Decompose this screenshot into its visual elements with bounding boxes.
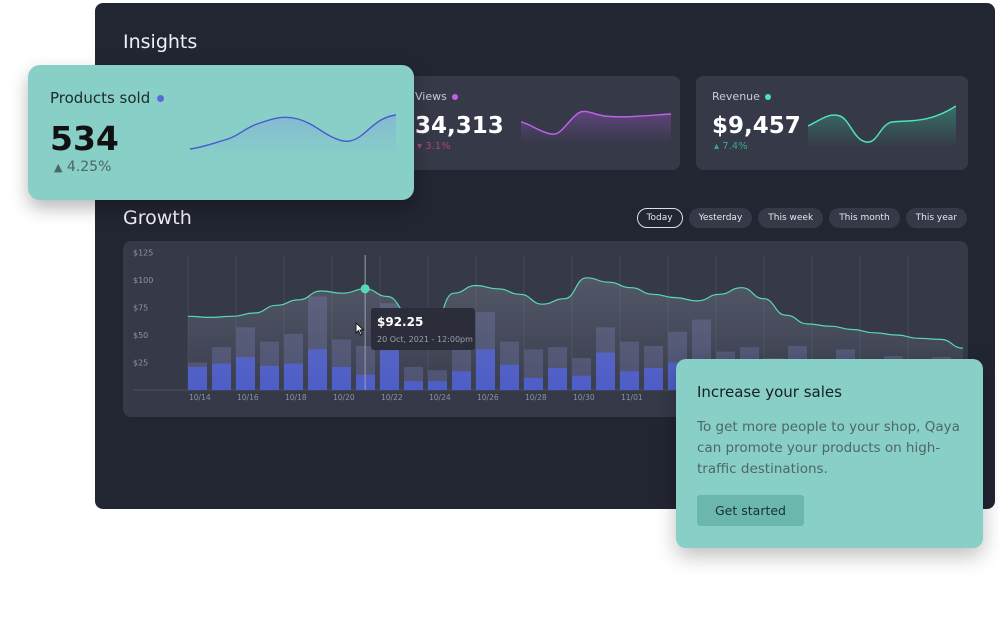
revenue-sparkline <box>808 105 956 148</box>
x-tick-label: 10/24 <box>429 393 451 402</box>
revenue-dot <box>764 94 771 100</box>
get-started-button[interactable]: Get started <box>697 495 804 526</box>
views-card[interactable]: Views 34,313 ▾ 3.1% <box>399 76 680 170</box>
y-tick-label: $25 <box>133 359 148 368</box>
hover-point <box>360 284 370 294</box>
period-this-year[interactable]: This year <box>905 208 967 228</box>
tooltip-value: $92.25 <box>377 315 424 329</box>
revenue-value: $9,457 <box>712 113 801 139</box>
views-label: Views <box>415 90 447 103</box>
growth-title: Growth <box>123 207 192 229</box>
period-today[interactable]: Today <box>636 208 683 228</box>
revenue-change: 7.4% <box>722 141 748 152</box>
x-tick-label: 10/20 <box>333 393 355 402</box>
promo-body: To get more people to your shop, Qaya ca… <box>697 419 960 477</box>
y-tick-label: $125 <box>133 249 153 258</box>
period-this-week[interactable]: This week <box>758 208 824 228</box>
up-arrow-icon: ▲ <box>54 161 63 174</box>
x-tick-label: 10/30 <box>573 393 595 402</box>
period-selector: Today Yesterday This week This month Thi… <box>636 208 967 228</box>
x-tick-label: 10/18 <box>285 393 307 402</box>
period-yesterday[interactable]: Yesterday <box>688 208 753 228</box>
y-tick-label: $100 <box>133 276 153 285</box>
period-this-month[interactable]: This month <box>829 208 900 228</box>
x-tick-label: 10/28 <box>525 393 547 402</box>
views-value: 34,313 <box>415 113 504 139</box>
products-sold-dot <box>157 95 165 102</box>
views-sparkline <box>521 110 671 144</box>
up-arrow-icon: ▴ <box>714 141 720 152</box>
products-sold-card[interactable]: Products sold 534 ▲ 4.25% <box>28 65 414 200</box>
views-dot <box>451 94 458 100</box>
x-tick-label: 10/14 <box>189 393 211 402</box>
y-tick-label: $75 <box>133 304 148 313</box>
x-tick-label: 10/26 <box>477 393 499 402</box>
down-arrow-icon: ▾ <box>417 141 423 152</box>
revenue-card[interactable]: Revenue $9,457 ▴ 7.4% <box>696 76 968 170</box>
x-tick-label: 10/16 <box>237 393 259 402</box>
promo-card: Increase your sales To get more people t… <box>676 359 983 548</box>
chart-tooltip: $92.25 20 Oct, 2021 - 12:00pm <box>371 308 475 350</box>
x-tick-label: 10/22 <box>381 393 403 402</box>
tooltip-date: 20 Oct, 2021 - 12:00pm <box>377 335 473 344</box>
products-sold-label: Products sold <box>50 89 151 107</box>
y-tick-label: $50 <box>133 331 148 340</box>
products-sold-sparkline <box>190 114 396 157</box>
promo-title: Increase your sales <box>697 383 842 401</box>
mouse-cursor-icon <box>355 322 365 336</box>
revenue-label: Revenue <box>712 90 760 103</box>
x-tick-label: 11/01 <box>621 393 643 402</box>
views-change: 3.1% <box>425 141 451 152</box>
line-series <box>187 277 964 349</box>
products-sold-change: 4.25% <box>66 159 112 175</box>
insights-title: Insights <box>123 31 198 53</box>
products-sold-value: 534 <box>50 119 119 158</box>
